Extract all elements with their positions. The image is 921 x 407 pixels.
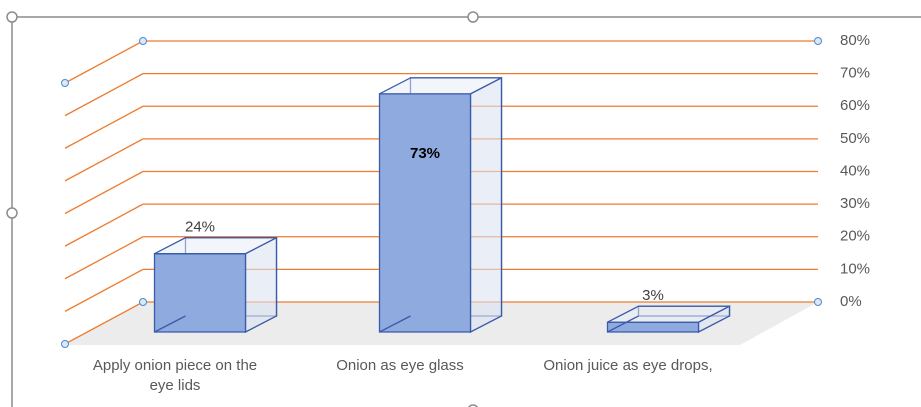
bar-edge — [379, 315, 411, 333]
x-tick-label: Onion as eye glass — [336, 357, 464, 374]
bar-front — [606, 321, 700, 333]
handle — [61, 79, 69, 87]
data-label: 3% — [642, 287, 664, 304]
y-tick-label: 70% — [840, 65, 870, 82]
grid-line-side — [64, 203, 144, 247]
grid-line-side — [64, 138, 144, 182]
handle — [139, 298, 147, 306]
grid-line-side — [64, 301, 144, 345]
y-tick-label: 0% — [840, 293, 862, 310]
grid-line-side — [64, 105, 144, 149]
y-tick-label: 60% — [840, 97, 870, 114]
y-tick-label: 40% — [840, 162, 870, 179]
handle — [61, 340, 69, 348]
y-tick-label: 20% — [840, 228, 870, 245]
data-label: 73% — [410, 145, 440, 162]
grid-line-side — [64, 73, 144, 117]
handle — [139, 37, 147, 45]
bar — [378, 76, 503, 334]
bar-edge — [607, 315, 639, 333]
grid-line-side — [64, 268, 144, 312]
y-tick-label: 10% — [840, 260, 870, 277]
bar-top — [154, 237, 277, 255]
grid-line-side — [64, 170, 144, 215]
y-tick-label: 30% — [840, 195, 870, 212]
bar-top — [607, 305, 730, 323]
grid-line-side — [64, 236, 144, 280]
grid-line-side — [64, 40, 144, 84]
data-label: 24% — [185, 219, 215, 236]
bar-front — [378, 93, 472, 333]
x-tick-label: Apply onion piece on the eye lids — [92, 357, 258, 394]
bar-front — [153, 253, 247, 333]
bar-top — [379, 77, 502, 95]
handle — [814, 37, 822, 45]
y-tick-label: 50% — [840, 130, 870, 147]
y-tick-label: 80% — [840, 32, 870, 49]
bar-side — [469, 76, 503, 334]
bar — [606, 305, 731, 334]
handle — [814, 298, 822, 306]
bar — [153, 236, 278, 334]
bar-edge — [154, 315, 186, 333]
x-tick-label: Onion juice as eye drops, — [543, 357, 713, 374]
